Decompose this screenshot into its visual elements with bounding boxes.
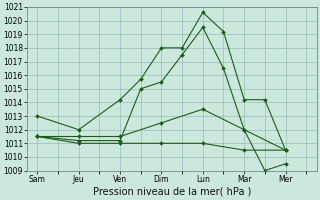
X-axis label: Pression niveau de la mer( hPa ): Pression niveau de la mer( hPa ) — [92, 187, 251, 197]
